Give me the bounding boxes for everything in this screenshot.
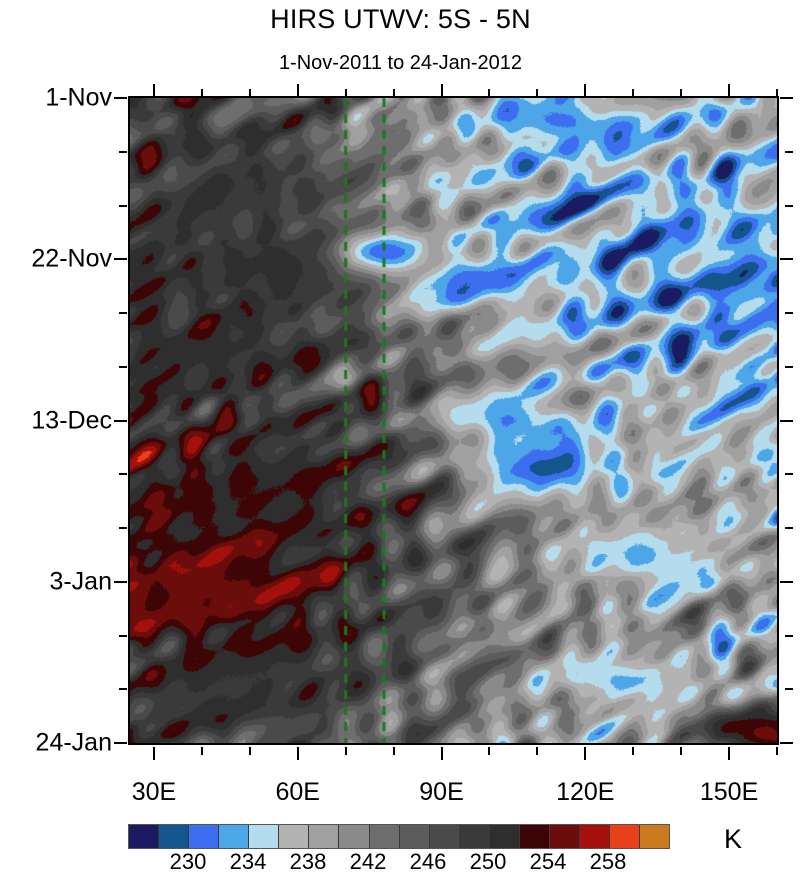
y-axis-right-minor-tick [785,473,793,476]
y-axis-right-tick [780,258,793,261]
x-axis-minor-tick [392,747,395,755]
y-axis-minor-tick [119,634,127,637]
hovmoller-plot-area [128,96,779,745]
colorbar-units-label: K [724,824,743,854]
x-axis-minor-tick [200,747,203,755]
x-axis-top-minor-tick [392,89,395,97]
y-axis-right-minor-tick [785,365,793,368]
colorbar-swatch [339,825,370,848]
y-axis-minor-tick [119,204,127,207]
y-axis-major-tick [114,580,127,583]
y-axis-right-minor-tick [785,204,793,207]
y-axis-minor-tick [119,312,127,314]
x-axis-major-tick [440,747,443,760]
y-axis-right-tick [780,580,793,583]
x-axis-tick-label: 90E [419,778,464,806]
y-axis-right-tick [780,97,793,99]
colorbar-swatch [429,825,460,848]
colorbar-swatch [189,825,220,848]
colorbar-tick-label: 238 [289,849,327,874]
x-axis-minor-tick [344,747,347,755]
colorbar-swatch [249,825,280,848]
y-axis-major-tick [114,258,127,261]
x-axis-top-tick [152,84,155,97]
x-axis-top-minor-tick [344,89,347,97]
y-axis-right-minor-tick [785,527,793,529]
x-axis-tick-label: 150E [699,778,759,806]
y-axis-tick-label: 1-Nov [45,83,112,112]
x-axis-top-minor-tick [248,89,251,97]
colorbar-tick-label: 230 [169,849,207,874]
y-axis-major-tick [114,97,127,99]
x-axis-top-minor-tick [680,89,683,97]
colorbar-swatch [309,825,340,848]
colorbar-swatch [519,825,550,848]
x-axis-top-minor-tick [632,89,635,97]
colorbar-tick-label: 250 [469,849,507,874]
y-axis-right-minor-tick [785,150,793,153]
x-axis-major-tick [584,747,587,760]
x-axis-minor-tick [776,747,778,755]
colorbar-swatch [159,825,190,848]
x-axis-minor-tick [632,747,635,755]
date-range-subtitle: 1-Nov-2011 to 24-Jan-2012 [278,52,523,74]
x-axis-major-tick [728,747,731,760]
colorbar-swatch [369,825,400,848]
colorbar-swatch [459,825,490,848]
x-axis-top-tick [296,84,299,97]
y-axis-tick-label: 3-Jan [49,567,112,596]
page-title: HIRS UTWV: 5S - 5N [270,4,531,34]
x-axis-tick-label: 60E [275,778,320,806]
x-axis-top-minor-tick [536,89,539,97]
y-axis-tick-label: 13-Dec [31,406,112,434]
contour-field-canvas [130,98,777,743]
x-axis-top-tick [440,84,443,97]
y-axis-minor-tick [119,150,127,153]
x-axis-top-minor-tick [488,89,491,97]
x-axis-minor-tick [680,747,683,755]
x-axis-top-tick [584,84,587,97]
colorbar-swatch [279,825,310,848]
colorbar-swatch [399,825,430,848]
x-axis-top-minor-tick [200,89,203,97]
y-axis-minor-tick [119,473,127,476]
y-axis-minor-tick [119,688,127,691]
x-axis-minor-tick [536,747,539,755]
y-axis-minor-tick [119,365,127,368]
y-axis-major-tick [114,419,127,422]
y-axis-major-tick [114,742,127,744]
colorbar-tick-label: 258 [589,849,627,874]
x-axis-major-tick [152,747,155,760]
colorbar-swatch [129,825,160,848]
colorbar-tick-label: 234 [229,849,267,874]
x-axis-minor-tick [248,747,251,755]
y-axis-right-tick [780,419,793,422]
y-axis-right-tick [780,742,793,744]
colorbar-tick-label: 254 [529,849,567,874]
y-axis-minor-tick [119,527,127,529]
colorbar[interactable] [128,824,670,849]
y-axis-right-minor-tick [785,634,793,637]
x-axis-tick-label: 30E [131,778,177,806]
colorbar-swatch [219,825,250,848]
x-axis-top-tick [728,84,731,97]
colorbar-swatch [640,825,670,848]
x-axis-major-tick [296,747,299,760]
colorbar-swatch [549,825,580,848]
colorbar-swatch [610,825,641,848]
y-axis-right-minor-tick [785,312,793,314]
colorbar-tick-label: 242 [349,849,387,874]
y-axis-right-minor-tick [785,688,793,691]
y-axis-tick-label: 22-Nov [31,244,112,273]
y-axis-tick-label: 24-Jan [35,728,112,757]
colorbar-tick-label: 246 [409,849,447,874]
colorbar-swatch [489,825,520,848]
x-axis-tick-label: 120E [556,778,615,806]
colorbar-swatch [579,825,610,848]
x-axis-minor-tick [488,747,491,755]
x-axis-top-minor-tick [776,89,778,97]
